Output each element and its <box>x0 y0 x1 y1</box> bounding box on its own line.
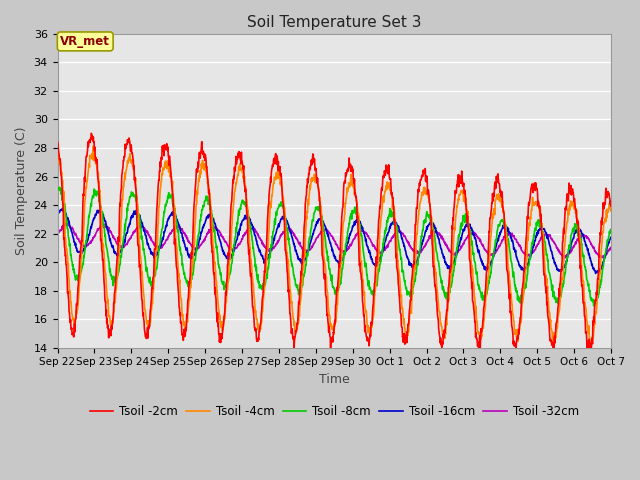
Text: VR_met: VR_met <box>60 35 110 48</box>
Tsoil -16cm <box>177 230 185 236</box>
Tsoil -8cm <box>590 303 598 309</box>
Tsoil -4cm <box>177 295 185 301</box>
Tsoil -32cm <box>607 244 615 250</box>
Tsoil -16cm <box>59 205 67 211</box>
Tsoil -32cm <box>54 232 61 238</box>
Tsoil -4cm <box>90 144 97 149</box>
Tsoil -32cm <box>239 233 247 239</box>
Tsoil -8cm <box>607 228 615 234</box>
Tsoil -2cm <box>88 131 95 136</box>
Tsoil -4cm <box>420 184 428 190</box>
Tsoil -8cm <box>54 186 61 192</box>
Tsoil -8cm <box>177 252 185 258</box>
Line: Tsoil -32cm: Tsoil -32cm <box>58 223 611 258</box>
Tsoil -8cm <box>493 232 500 238</box>
Tsoil -16cm <box>239 217 247 223</box>
Tsoil -2cm <box>607 204 615 209</box>
Line: Tsoil -16cm: Tsoil -16cm <box>58 208 611 274</box>
Tsoil -8cm <box>420 217 428 223</box>
Tsoil -4cm <box>607 205 615 211</box>
Tsoil -2cm <box>493 178 500 184</box>
Tsoil -4cm <box>587 342 595 348</box>
Tsoil -16cm <box>607 234 615 240</box>
Title: Soil Temperature Set 3: Soil Temperature Set 3 <box>247 15 422 30</box>
Tsoil -4cm <box>54 150 61 156</box>
Tsoil -32cm <box>177 227 185 232</box>
Tsoil -32cm <box>164 237 172 242</box>
Tsoil -4cm <box>493 192 500 197</box>
Tsoil -32cm <box>561 255 569 261</box>
Tsoil -8cm <box>164 195 172 201</box>
Tsoil -8cm <box>239 198 247 204</box>
Line: Tsoil -2cm: Tsoil -2cm <box>58 133 611 356</box>
Tsoil -2cm <box>54 139 61 145</box>
Tsoil -4cm <box>239 166 247 171</box>
Tsoil -2cm <box>239 164 247 169</box>
Tsoil -32cm <box>64 220 72 226</box>
Tsoil -4cm <box>164 158 172 164</box>
Tsoil -2cm <box>177 319 185 325</box>
Tsoil -16cm <box>164 218 172 224</box>
Tsoil -2cm <box>585 353 593 359</box>
Line: Tsoil -8cm: Tsoil -8cm <box>58 187 611 306</box>
Tsoil -16cm <box>542 229 550 235</box>
Tsoil -2cm <box>542 284 550 289</box>
Tsoil -2cm <box>420 168 428 174</box>
Tsoil -16cm <box>493 241 500 247</box>
Tsoil -16cm <box>54 213 61 219</box>
Tsoil -2cm <box>164 148 172 154</box>
Tsoil -8cm <box>56 184 63 190</box>
Tsoil -32cm <box>420 243 428 249</box>
Tsoil -8cm <box>542 245 550 251</box>
Y-axis label: Soil Temperature (C): Soil Temperature (C) <box>15 127 28 255</box>
Tsoil -16cm <box>592 271 600 276</box>
Tsoil -32cm <box>542 231 550 237</box>
Tsoil -32cm <box>493 247 500 252</box>
Tsoil -16cm <box>420 233 428 239</box>
Line: Tsoil -4cm: Tsoil -4cm <box>58 146 611 345</box>
X-axis label: Time: Time <box>319 373 349 386</box>
Tsoil -4cm <box>542 274 550 279</box>
Legend: Tsoil -2cm, Tsoil -4cm, Tsoil -8cm, Tsoil -16cm, Tsoil -32cm: Tsoil -2cm, Tsoil -4cm, Tsoil -8cm, Tsoi… <box>85 401 584 423</box>
